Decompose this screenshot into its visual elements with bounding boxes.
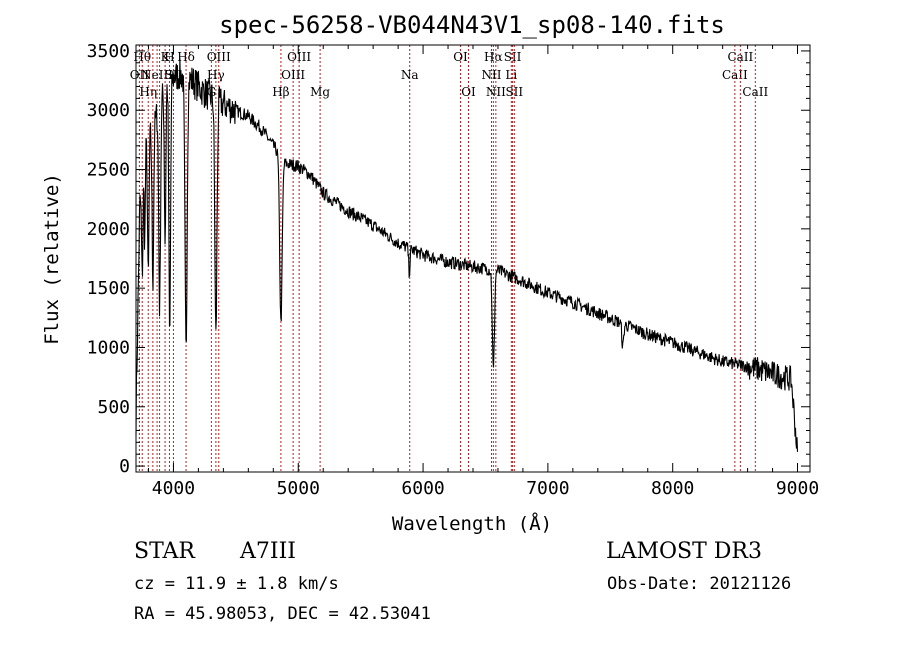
- line-marker-label: Hδ: [177, 50, 195, 64]
- line-marker-label: Hη: [139, 85, 157, 99]
- line-marker-label: SII: [505, 85, 523, 99]
- y-tick-label: 1500: [87, 278, 130, 299]
- y-tick-label: 0: [119, 456, 130, 477]
- chart-title: spec-56258-VB044N43V1_sp08-140.fits: [219, 11, 725, 39]
- line-marker-label: H: [164, 50, 174, 64]
- obs-date: Obs-Date: 20121126: [607, 574, 792, 594]
- line-marker-label: Hθ: [133, 50, 151, 64]
- line-marker-label: Li: [505, 68, 517, 82]
- coordinates: RA = 45.98053, DEC = 42.53041: [134, 604, 431, 624]
- y-tick-label: 1000: [87, 337, 130, 358]
- y-tick-label: 2500: [87, 160, 130, 181]
- line-marker-label: Na: [401, 68, 419, 82]
- x-tick-label: 7000: [526, 478, 569, 499]
- survey-name: LAMOST DR3: [606, 539, 762, 564]
- x-tick-label: 8000: [651, 478, 694, 499]
- y-tick-label: 3000: [87, 100, 130, 121]
- x-tick-label: 5000: [277, 478, 320, 499]
- spectral-subclass: A7III: [240, 539, 296, 564]
- line-marker-label: SII: [504, 50, 522, 64]
- line-marker-label: K: [161, 50, 171, 64]
- y-tick-label: 500: [97, 397, 130, 418]
- line-marker-label: OIII: [287, 50, 311, 64]
- y-tick-label: 2000: [87, 219, 130, 240]
- x-tick-label: 9000: [776, 478, 819, 499]
- line-marker-label: Mg: [310, 85, 330, 99]
- line-marker-label: CaII: [722, 68, 748, 82]
- line-marker-label: CaII: [727, 50, 753, 64]
- line-marker-label: OIII: [207, 50, 231, 64]
- line-marker-label: Hγ: [207, 68, 225, 82]
- plot-frame: [135, 44, 811, 473]
- line-marker-label: Hβ: [272, 85, 289, 99]
- axis-ticks: 4000 5000 6000 7000 8000 9000 0 500 1000 1500 2000…: [87, 41, 820, 499]
- y-axis-label: Flux (relative): [41, 173, 63, 345]
- spectrum-layer: [135, 58, 799, 452]
- line-marker-label: OI: [461, 85, 476, 99]
- spectrum-line: [135, 58, 799, 452]
- x-tick-label: 6000: [401, 478, 444, 499]
- object-type: STAR: [134, 539, 195, 564]
- y-tick-label: 3500: [87, 41, 130, 62]
- line-marker-label: OIII: [281, 68, 305, 82]
- line-marker-label: OI: [453, 50, 468, 64]
- line-marker-label: CaII: [742, 85, 768, 99]
- redshift-readout: cz = 11.9 ± 1.8 km/s: [134, 574, 339, 594]
- x-tick-label: 4000: [152, 478, 195, 499]
- line-marker-label: Hα: [484, 50, 503, 64]
- line-marker-label: NII: [486, 85, 506, 99]
- line-marker-label: NII: [481, 68, 501, 82]
- x-axis-label: Wavelength (Å): [392, 512, 552, 535]
